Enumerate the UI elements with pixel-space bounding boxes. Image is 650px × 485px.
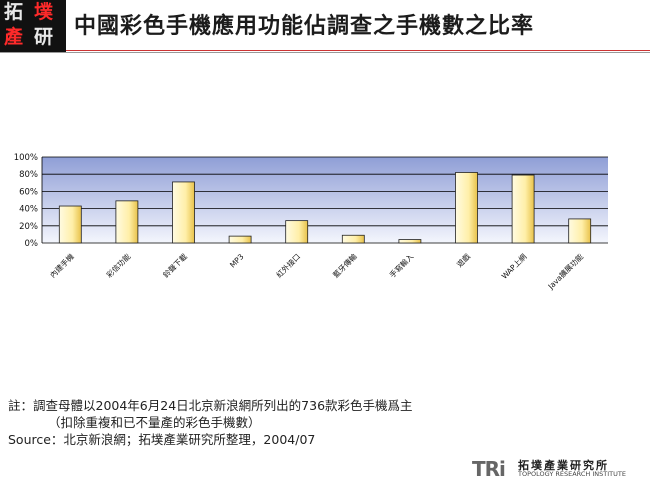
header-divider: [0, 52, 650, 53]
brand-logo: 拓 墣 產 研: [0, 0, 66, 52]
y-tick-label: 20%: [19, 222, 38, 232]
bar-chart: 0% 20% 40% 60% 80% 100% 內建手機 彩信功能 鈴聲下載 MP3 紅外接口 藍牙…: [14, 153, 608, 292]
bar: [172, 181, 195, 244]
bar: [398, 239, 422, 244]
footnotes: 註：調查母體以2004年6月24日北京新浪網所列出的736款彩色手機爲主 （扣除…: [8, 397, 413, 448]
x-tick-label: 藍牙傳輸: [330, 251, 359, 280]
logo-glyph: 研: [34, 26, 54, 48]
x-tick-label: Java擴展功能: [545, 251, 586, 292]
y-tick-label: 80%: [19, 170, 38, 180]
bar: [341, 234, 365, 244]
y-tick-label: 0%: [25, 239, 39, 249]
note-exclusion: （扣除重複和已不量產的彩色手機數）: [48, 415, 261, 430]
logo-glyph: 墣: [34, 1, 54, 23]
x-tick-label: 手寫輸入: [387, 251, 416, 280]
note-source: Source：北京新浪網；拓墣產業研究所整理，2004/07: [8, 432, 316, 447]
bar: [58, 205, 82, 244]
note-survey-basis: 註：調查母體以2004年6月24日北京新浪網所列出的736款彩色手機爲主: [8, 398, 413, 413]
x-tick-label: 遊戲: [454, 251, 472, 269]
y-axis-ticks: 0% 20% 40% 60% 80% 100%: [14, 153, 38, 249]
x-tick-label: 鈴聲下載: [161, 251, 190, 280]
page-title: 中國彩色手機應用功能佔調查之手機數之比率: [74, 13, 535, 39]
y-tick-label: 100%: [14, 153, 38, 163]
y-tick-label: 40%: [19, 205, 38, 215]
x-tick-label: WAP上網: [499, 251, 529, 281]
bar: [511, 174, 535, 244]
x-tick-label: 內建手機: [47, 251, 76, 280]
x-tick-label: 彩信功能: [104, 251, 133, 280]
x-tick-label: MP3: [228, 252, 246, 270]
bar: [285, 220, 309, 244]
bar: [228, 235, 252, 244]
bar-series: [58, 172, 592, 244]
x-axis-labels: 內建手機 彩信功能 鈴聲下載 MP3 紅外接口 藍牙傳輸 手寫輸入 遊戲 WAP上網 Java擴展…: [47, 251, 585, 292]
bar: [455, 172, 478, 244]
footer-logo-mark: TRi: [472, 457, 506, 481]
x-tick-label: 紅外接口: [274, 251, 302, 279]
footer-logo-en: TOPOLOGY RESEARCH INSTITUTE: [518, 470, 626, 478]
y-tick-label: 60%: [19, 187, 38, 197]
bar: [568, 218, 592, 244]
logo-glyph: 產: [4, 26, 24, 48]
title-divider: [66, 50, 650, 51]
footer-logo-cn: 拓墣產業研究所: [518, 459, 609, 472]
footer-logo: TRi 拓墣產業研究所 TOPOLOGY RESEARCH INSTITUTE: [472, 457, 642, 481]
logo-glyph: 拓: [4, 1, 24, 23]
bar: [115, 200, 139, 244]
